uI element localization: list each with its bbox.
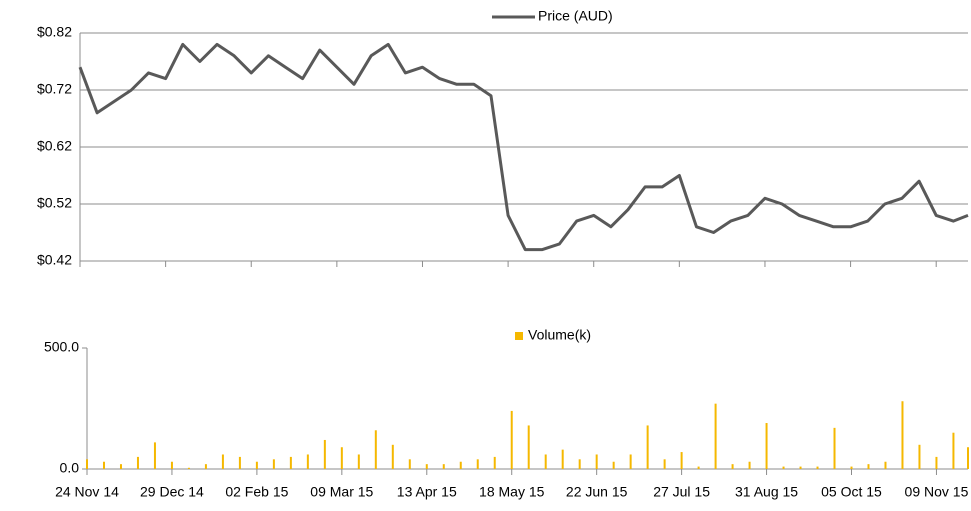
bar (850, 466, 853, 469)
bar (544, 454, 547, 469)
bar (425, 464, 428, 469)
bar (510, 410, 513, 469)
bar (967, 447, 969, 469)
bar (306, 454, 309, 469)
x-tick-label: 29 Dec 14 (140, 484, 204, 500)
bar (629, 454, 632, 469)
bar (86, 459, 88, 469)
bar (561, 449, 564, 469)
bar (833, 427, 836, 469)
bar (680, 452, 683, 469)
bar (476, 459, 479, 469)
legend-label: Price (AUD) (538, 8, 613, 24)
bar (748, 461, 751, 469)
bar (102, 461, 105, 469)
x-tick-label: 05 Oct 15 (821, 484, 882, 500)
bar (935, 456, 938, 469)
bar (918, 444, 921, 469)
bar (527, 425, 530, 469)
bar (391, 444, 394, 469)
x-tick-label: 27 Jul 15 (653, 484, 710, 500)
x-tick-label: 13 Apr 15 (397, 484, 457, 500)
bar (357, 454, 360, 469)
bar (442, 464, 445, 469)
bar (221, 454, 224, 469)
bar (867, 464, 870, 469)
y-tick-label: $0.62 (37, 138, 72, 154)
y-tick-label: $0.52 (37, 195, 72, 211)
x-tick-label: 09 Mar 15 (310, 484, 373, 500)
bar (901, 401, 904, 469)
x-tick-label: 31 Aug 15 (735, 484, 798, 500)
legend-swatch (515, 332, 523, 340)
x-tick-label: 09 Nov 15 (905, 484, 969, 500)
bar (459, 461, 462, 469)
bar (204, 464, 207, 469)
bar (408, 459, 411, 469)
bar (595, 454, 598, 469)
bar (578, 459, 581, 469)
bar (646, 425, 649, 469)
bar (884, 461, 887, 469)
bar (187, 467, 190, 469)
y-tick-label: $0.42 (37, 252, 72, 268)
bar (816, 466, 819, 469)
bar (782, 466, 785, 469)
y-tick-label: 0.0 (60, 460, 80, 476)
bar (272, 459, 275, 469)
price-line (78, 42, 969, 252)
bar (952, 432, 955, 469)
bar (238, 456, 241, 469)
x-tick-label: 18 May 15 (479, 484, 545, 500)
bar (731, 464, 734, 469)
bar (119, 464, 122, 469)
y-tick-label: 500.0 (44, 339, 79, 355)
x-tick-label: 22 Jun 15 (566, 484, 628, 500)
legend-label: Volume(k) (528, 327, 591, 343)
bar (170, 461, 173, 469)
bar (765, 423, 768, 469)
bar (323, 439, 326, 469)
bar (340, 447, 343, 469)
bar (136, 456, 139, 469)
y-tick-label: $0.72 (37, 81, 72, 97)
bar (374, 430, 377, 469)
bar (612, 461, 615, 469)
x-tick-label: 24 Nov 14 (55, 484, 119, 500)
bar (697, 466, 700, 469)
y-tick-label: $0.82 (37, 24, 72, 40)
bar (289, 456, 292, 469)
x-tick-label: 02 Feb 15 (225, 484, 288, 500)
bar (663, 459, 666, 469)
bar (255, 461, 258, 469)
bar (153, 442, 156, 469)
bar (799, 466, 802, 469)
bar (714, 403, 717, 469)
bar (493, 456, 496, 469)
